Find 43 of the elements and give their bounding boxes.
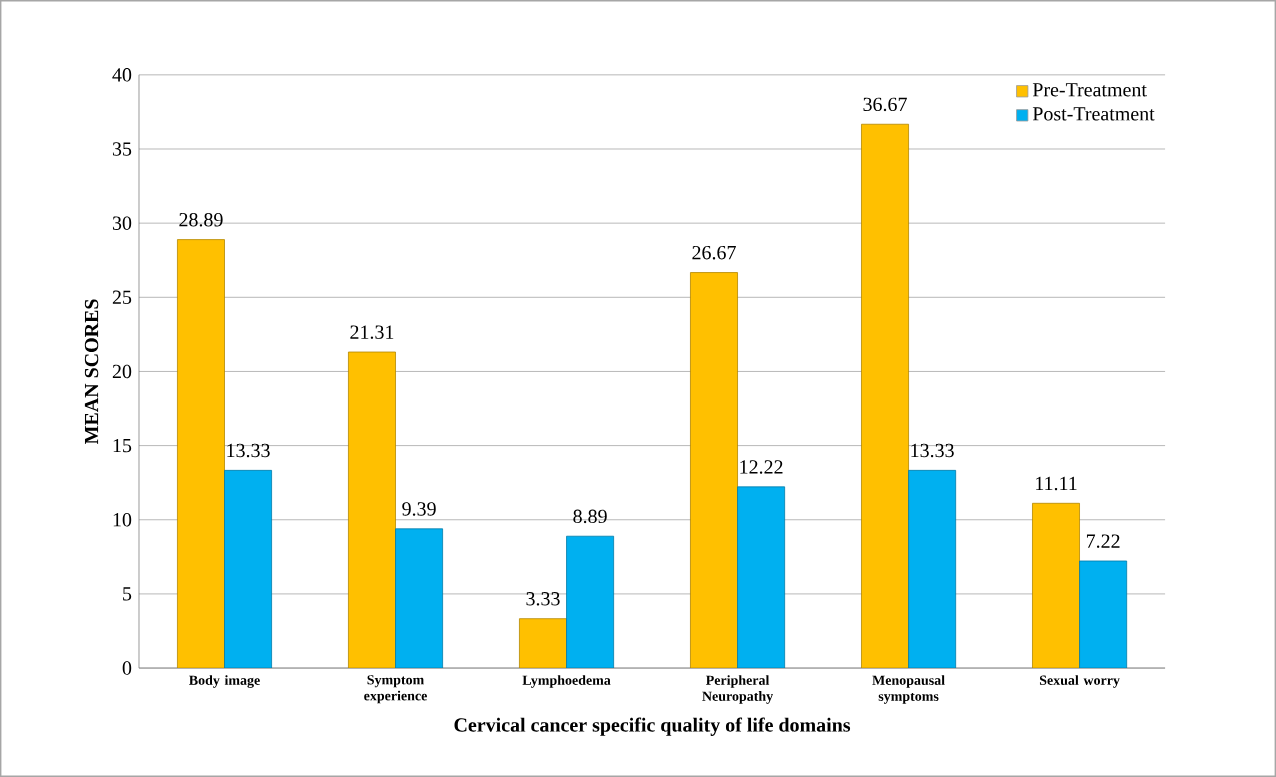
bar: [908, 469, 957, 669]
data-label: 9.39: [402, 502, 436, 516]
data-label: 36.67: [863, 97, 907, 112]
bar: [737, 486, 786, 669]
data-label: 13.33: [227, 443, 270, 458]
bar: [177, 239, 225, 669]
x-tick-label: Peripheral Neuropathy: [702, 675, 773, 704]
y-tick-label: 25: [112, 290, 132, 304]
bar: [566, 535, 615, 669]
y-axis-title: MEAN SCORES: [84, 299, 99, 445]
bar: [348, 351, 396, 669]
bar: [519, 618, 567, 669]
data-label: 8.89: [573, 509, 607, 524]
y-tick-label: 30: [112, 216, 132, 230]
bar: [395, 528, 444, 669]
x-tick-label: Menopausal symptoms: [872, 675, 945, 704]
y-tick-label: 15: [113, 438, 132, 453]
x-axis-title: Cervical cancer specific quality of life domains: [454, 717, 851, 736]
y-tick-label: 10: [113, 513, 132, 527]
data-label: 21.31: [350, 325, 394, 339]
bar: [861, 123, 909, 669]
bar: [224, 469, 272, 669]
y-tick-label: 40: [112, 68, 132, 82]
x-tick-label: Body image: [189, 675, 260, 688]
x-tick-label: Sexual worry: [1039, 675, 1120, 688]
data-label: 13.33: [911, 443, 954, 458]
x-tick-label: Symptom experience: [364, 675, 427, 704]
y-tick-label: 20: [112, 364, 132, 379]
bar: [690, 272, 738, 669]
legend-label: Pre-Treatment: [1032, 83, 1147, 97]
data-label: 3.33: [526, 592, 560, 606]
y-tick-label: 35: [112, 142, 132, 156]
y-tick-label: 5: [123, 587, 132, 601]
y-tick-label: 0: [122, 661, 132, 675]
bar: [1079, 560, 1128, 669]
data-label: 12.22: [740, 460, 783, 474]
legend-label: Post-Treatment: [1032, 107, 1155, 121]
data-label: 28.89: [179, 212, 223, 227]
data-label: 26.67: [692, 245, 736, 260]
x-tick-label: Lymphoedema: [522, 675, 611, 688]
data-label: 7.22: [1086, 534, 1120, 548]
data-label: 11.11: [1036, 476, 1077, 491]
bar: [1032, 502, 1080, 669]
